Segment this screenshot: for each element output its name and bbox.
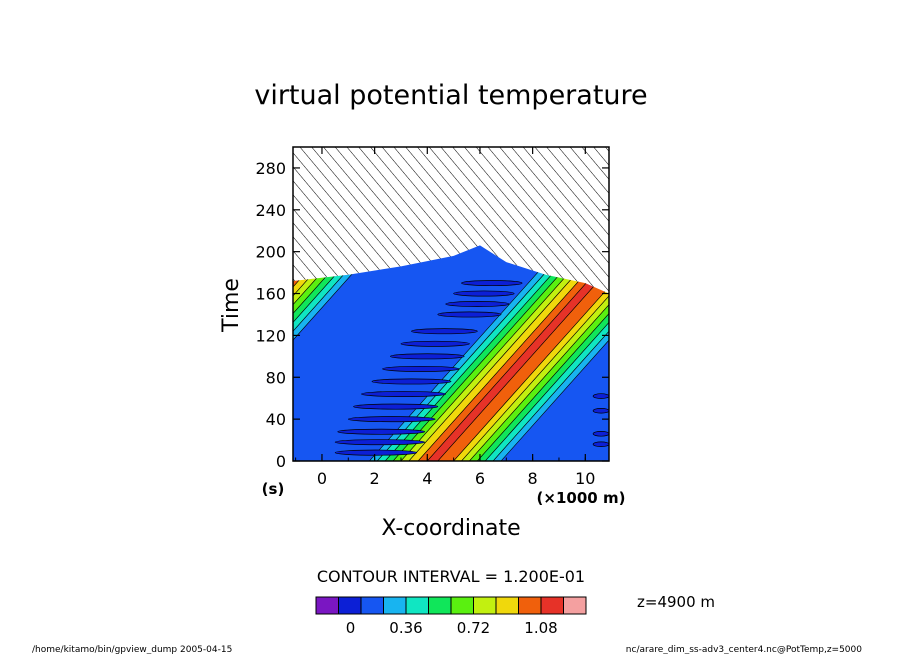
colorbar-tick-label: 0.36 (389, 619, 422, 637)
x-unit: (×1000 m) (537, 489, 626, 507)
footer-right: nc/arare_dim_ss-adv3_center4.nc@PotTemp,… (626, 645, 862, 654)
colorbar-swatch (518, 596, 542, 615)
contour-stripe (337, 428, 426, 435)
colorbar-swatch (450, 596, 474, 615)
colorbar-swatch (473, 596, 497, 615)
plot-frame (292, 146, 610, 462)
contour-band (469, 304, 609, 461)
colorbar-swatch (360, 596, 384, 615)
y-axis-label: Time (219, 278, 244, 333)
colorbar-tick-label: 1.08 (524, 619, 557, 637)
x-tick-label: 0 (317, 469, 327, 488)
colorbar-swatch (315, 596, 339, 615)
contour-stripe (592, 431, 609, 437)
x-axis: 0 2 4 6 8 10 (295, 147, 595, 488)
contour-stripe (390, 353, 465, 360)
contour-band (492, 330, 609, 461)
colorbar-tick-label: 0.72 (457, 619, 490, 637)
contour-band (437, 268, 609, 461)
x-tick-label: 6 (475, 469, 485, 488)
contour-band (453, 286, 609, 461)
y-tick-label: 40 (266, 410, 286, 429)
x-tick-label: 10 (575, 469, 595, 488)
contour-stripe (437, 311, 502, 318)
contour-stripe (400, 340, 470, 347)
y-tick-label: 80 (266, 368, 286, 387)
contour-stripe (592, 408, 609, 414)
colorbar (315, 596, 587, 615)
y-unit: (s) (262, 480, 285, 498)
y-tick-label: 200 (255, 243, 286, 262)
contour-stripe (334, 449, 418, 456)
contour-stripe (445, 301, 510, 307)
contour-stripe (371, 378, 452, 385)
contour-band (476, 313, 609, 461)
contour-stripe (334, 439, 426, 446)
contour-stripe (411, 328, 478, 335)
y-tick-label: 160 (255, 285, 286, 304)
contour-stripe (361, 391, 447, 397)
y-tick-label: 240 (255, 201, 286, 220)
y-axis: 0 40 80 120 160 200 240 280 (255, 159, 609, 471)
contour-stripe (592, 393, 609, 399)
contour-band (417, 246, 609, 461)
x-tick-label: 4 (422, 469, 432, 488)
contour-band (461, 295, 609, 461)
y-tick-label: 280 (255, 159, 286, 178)
chart-title: virtual potential temperature (254, 80, 647, 111)
contour-band (426, 257, 609, 461)
level-note: z=4900 m (637, 593, 715, 611)
hatched-region (293, 147, 609, 294)
colorbar-tick-label: 0 (346, 619, 356, 637)
contour-stripe (592, 441, 609, 448)
wave-stripes (334, 280, 609, 456)
contour-stripe (461, 280, 523, 287)
colorbar-swatch (405, 596, 429, 615)
colorbar-swatch (428, 596, 452, 615)
y-tick-label: 0 (276, 452, 286, 471)
colorbar-swatch (383, 596, 407, 615)
x-tick-label: 8 (528, 469, 538, 488)
contour-stripe (382, 365, 460, 372)
x-axis-label: X-coordinate (381, 516, 520, 541)
colorbar-swatch (495, 596, 519, 615)
contour-stripe (347, 416, 436, 423)
contour-band (484, 321, 609, 461)
colorbar-ticks: 0 0.36 0.72 1.08 (346, 619, 558, 637)
colorbar-swatch (338, 596, 362, 615)
colorbar-swatch (540, 596, 564, 615)
footer-left: /home/kitamo/bin/gpview_dump 2005-04-15 (32, 645, 232, 654)
colorbar-swatch (563, 596, 587, 615)
contour-stripe (453, 290, 515, 297)
x-tick-label: 2 (370, 469, 380, 488)
contour-interval: CONTOUR INTERVAL = 1.200E-01 (317, 567, 585, 586)
plot-area (293, 147, 609, 461)
contour-stripe (353, 403, 439, 410)
y-tick-label: 120 (255, 326, 286, 345)
